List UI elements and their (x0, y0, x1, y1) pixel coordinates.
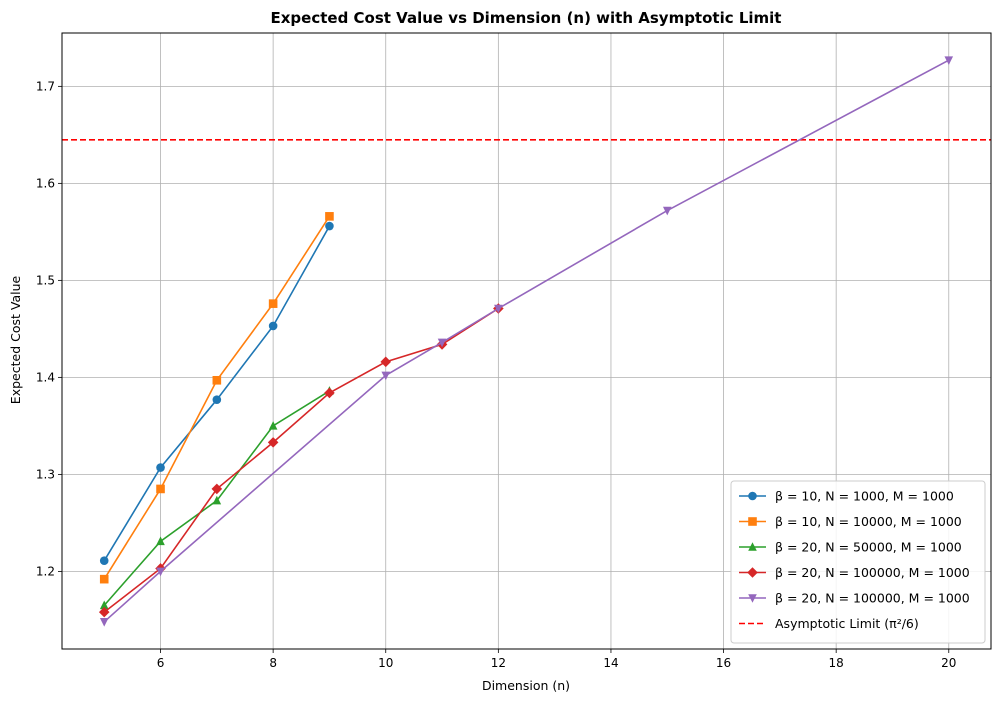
x-tick-label: 14 (603, 656, 618, 670)
data-point (437, 338, 447, 348)
y-tick-label: 1.4 (36, 370, 55, 384)
legend-label: β = 20, N = 100000, M = 1000 (775, 565, 970, 580)
legend-entry: β = 20, N = 50000, M = 1000 (739, 540, 962, 555)
series-5 (99, 56, 954, 627)
x-tick-label: 18 (829, 656, 844, 670)
data-point (212, 375, 222, 385)
x-tick-label: 12 (491, 656, 506, 670)
series-3 (99, 386, 334, 610)
legend-entry: β = 20, N = 100000, M = 1000 (739, 591, 970, 606)
series-group (98, 56, 954, 627)
legend-entry: Asymptotic Limit (π²/6) (739, 616, 919, 631)
ticks: 6 8 10 12 14 16 18 20 1.2 1.3 1.4 1.5 1.6 1.7 (36, 79, 957, 670)
x-tick-label: 8 (269, 656, 277, 670)
y-tick-label: 1.3 (36, 467, 55, 481)
y-axis-label: Expected Cost Value (8, 276, 23, 405)
data-point (99, 600, 109, 610)
data-point (211, 483, 223, 495)
legend-entry: β = 10, N = 10000, M = 1000 (739, 514, 962, 529)
chart-title: Expected Cost Value vs Dimension (n) wit… (271, 9, 782, 27)
data-point (268, 299, 278, 308)
data-point (98, 606, 110, 618)
data-point (156, 536, 165, 546)
legend-label: β = 10, N = 1000, M = 1000 (775, 489, 954, 504)
data-point (99, 574, 109, 584)
plot-frame (61, 32, 992, 650)
data-point (99, 618, 109, 627)
data-point (325, 212, 334, 221)
data-point (381, 371, 391, 381)
data-point (662, 206, 672, 216)
data-point (324, 387, 335, 399)
legend-label: β = 20, N = 50000, M = 1000 (775, 540, 962, 555)
legend-marker (748, 594, 757, 603)
data-point (494, 304, 503, 314)
series-2 (99, 212, 334, 584)
data-point (156, 484, 165, 494)
legend-marker (747, 567, 758, 578)
series-1 (99, 221, 334, 566)
x-axis-label: Dimension (n) (482, 678, 570, 693)
legend-label: Asymptotic Limit (π²/6) (775, 616, 919, 631)
data-point (156, 567, 165, 577)
y-tick-label: 1.6 (36, 176, 55, 190)
x-tick-label: 6 (157, 656, 165, 670)
legend-marker (748, 491, 757, 501)
data-point (212, 395, 222, 404)
y-tick-label: 1.7 (36, 79, 55, 93)
legend-label: β = 10, N = 10000, M = 1000 (775, 514, 962, 529)
legend-label: β = 20, N = 100000, M = 1000 (775, 591, 970, 606)
x-tick-label: 16 (716, 656, 731, 670)
y-tick-label: 1.2 (36, 564, 55, 578)
legend-entry: β = 10, N = 1000, M = 1000 (739, 489, 954, 504)
x-tick-label: 10 (378, 656, 393, 670)
legend-marker (748, 517, 757, 526)
legend-box (730, 480, 986, 644)
legend: β = 10, N = 1000, M = 1000 β = 10, N = 10… (730, 480, 986, 644)
data-point (380, 356, 392, 368)
data-point (267, 437, 279, 448)
x-tick-label: 20 (941, 656, 956, 670)
legend-entry: β = 20, N = 100000, M = 1000 (739, 565, 970, 580)
legend-marker (748, 542, 757, 551)
y-tick-label: 1.5 (36, 273, 55, 287)
data-point (268, 321, 278, 331)
data-point (325, 221, 334, 231)
data-point (944, 56, 954, 65)
data-point (156, 463, 165, 472)
grid (62, 33, 991, 649)
data-point (212, 495, 222, 505)
data-point (99, 556, 109, 566)
data-point (268, 421, 278, 430)
